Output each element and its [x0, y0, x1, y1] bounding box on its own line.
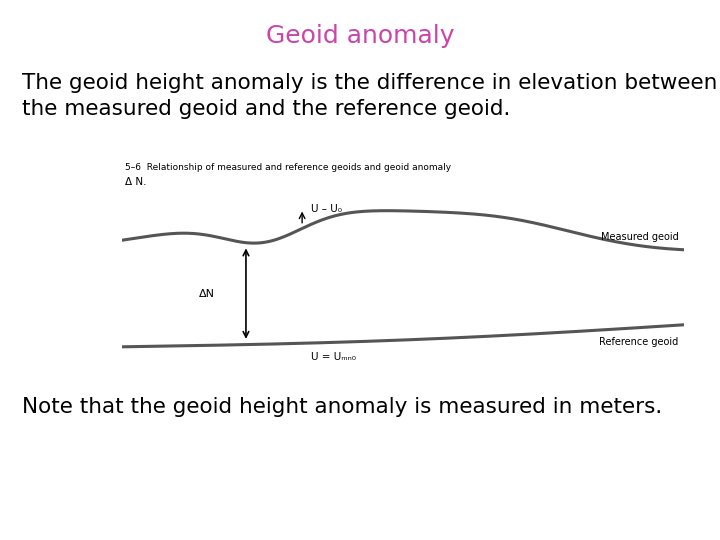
- Text: 5–6  Relationship of measured and reference geoids and geoid anomaly: 5–6 Relationship of measured and referen…: [125, 163, 451, 172]
- Text: ΔN: ΔN: [199, 289, 215, 299]
- Text: The geoid height anomaly is the difference in elevation between
the measured geo: The geoid height anomaly is the differen…: [22, 73, 717, 119]
- Text: Reference geoid: Reference geoid: [599, 337, 678, 347]
- Text: U – U₀: U – U₀: [310, 204, 341, 214]
- Text: U = Uₘₙ₀: U = Uₘₙ₀: [310, 353, 356, 362]
- Text: Δ N.: Δ N.: [125, 177, 147, 187]
- Text: Measured geoid: Measured geoid: [600, 232, 678, 242]
- Text: Note that the geoid height anomaly is measured in meters.: Note that the geoid height anomaly is me…: [22, 397, 662, 417]
- Text: Geoid anomaly: Geoid anomaly: [266, 24, 454, 48]
